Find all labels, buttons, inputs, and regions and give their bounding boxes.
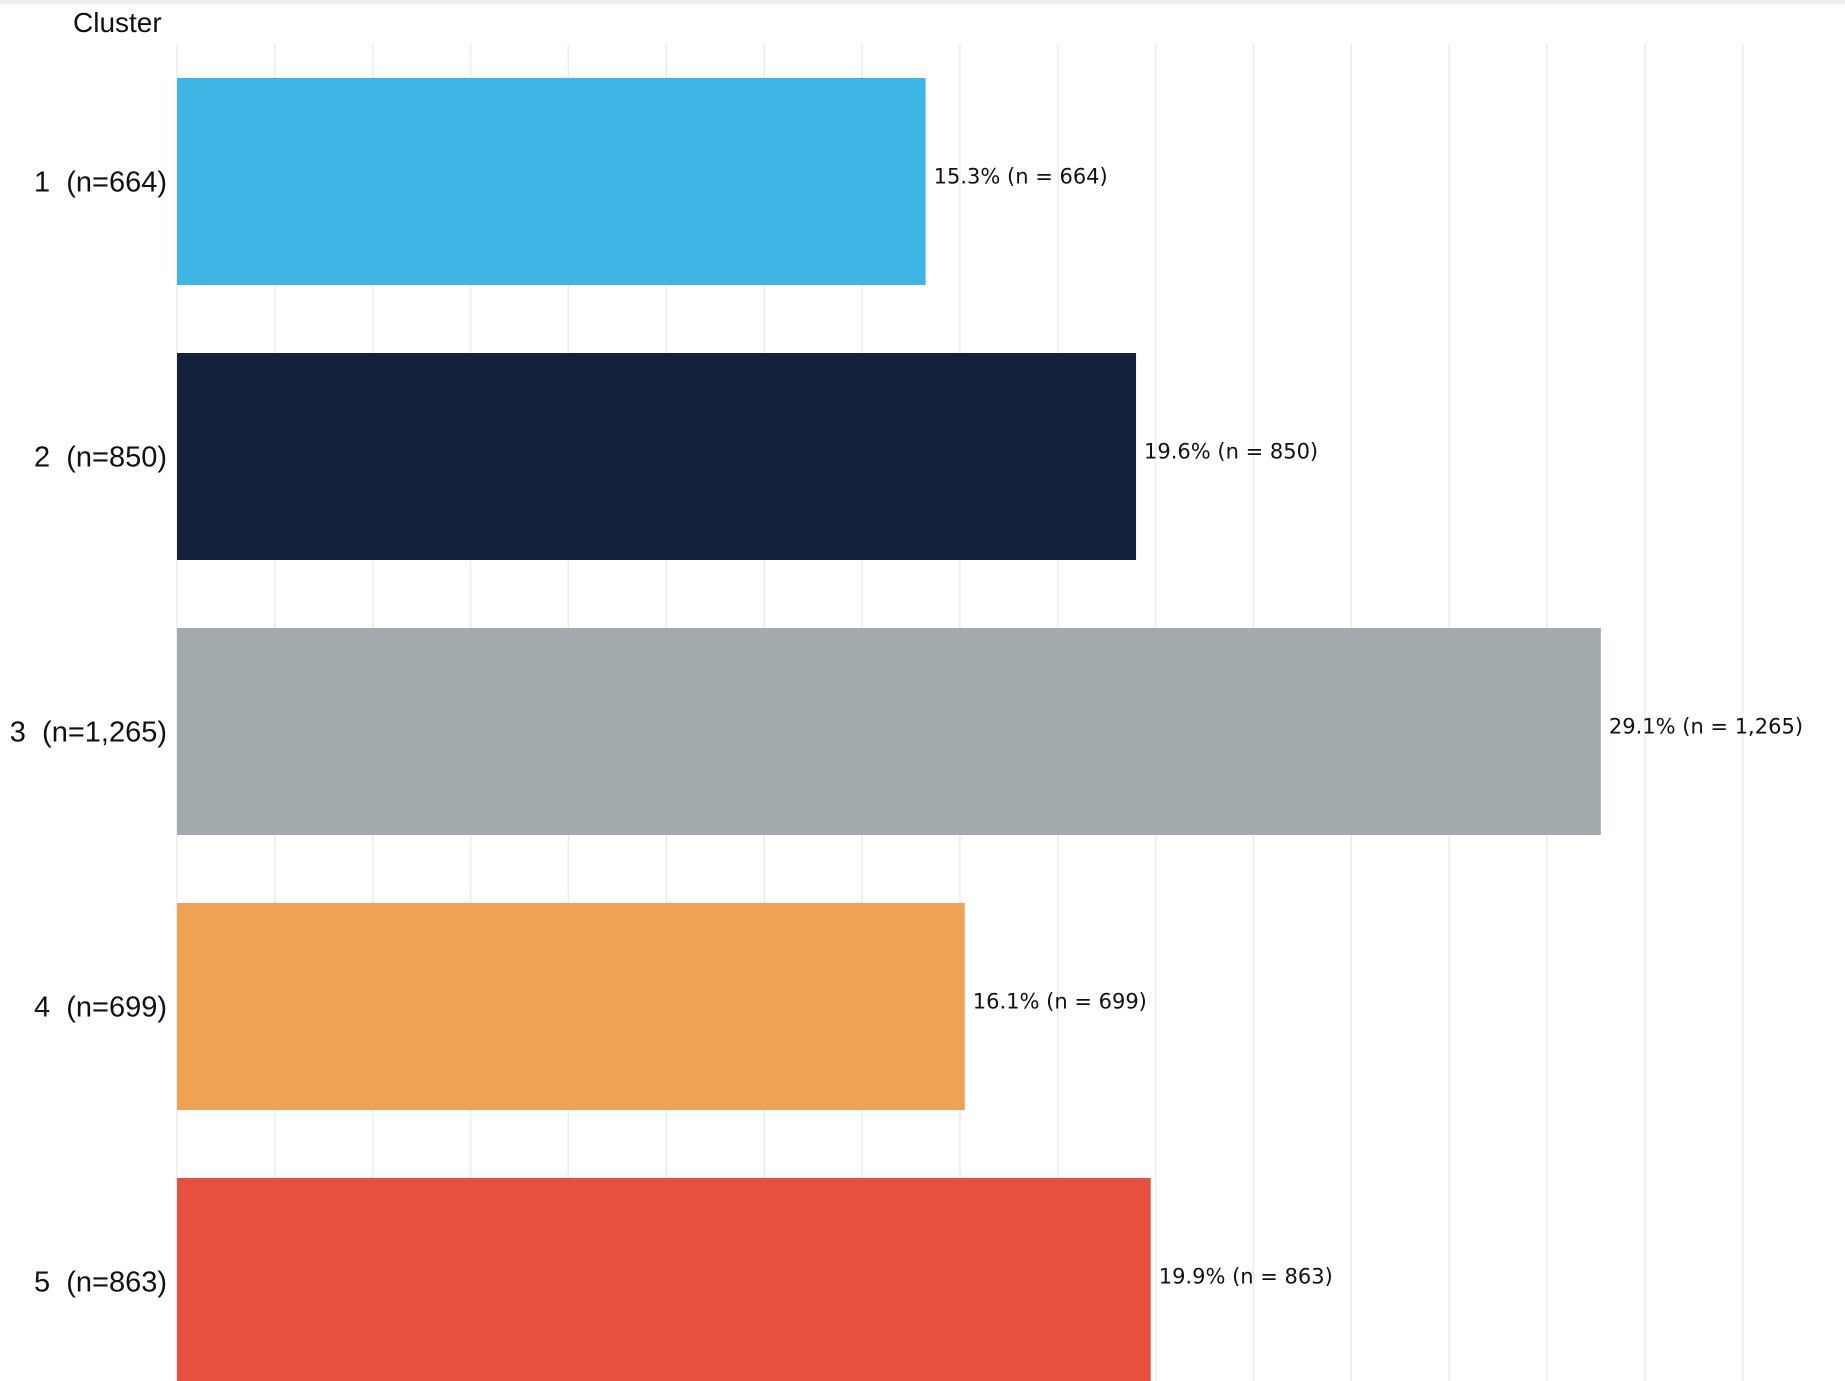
category-label-3: 3 (n=1,265) — [10, 717, 167, 749]
bar-cluster-2 — [177, 353, 1137, 560]
data-label-5: 19.9% (n = 863) — [1159, 1265, 1333, 1289]
axis-header: Cluster — [73, 7, 162, 38]
bar-cluster-4 — [177, 903, 965, 1110]
labels: 1 (n=664) 15.3% (n = 664) 2 (n=850) 19.6% (… — [10, 165, 1803, 1299]
bars — [177, 78, 1601, 1381]
data-label-1: 15.3% (n = 664) — [934, 165, 1108, 189]
category-label-2: 2 (n=850) — [34, 442, 167, 474]
bar-cluster-3 — [177, 628, 1601, 835]
bar-cluster-1 — [177, 78, 926, 285]
category-label-4: 4 (n=699) — [34, 992, 167, 1024]
data-label-4: 16.1% (n = 699) — [973, 990, 1147, 1014]
bar-cluster-5 — [177, 1178, 1151, 1381]
data-label-2: 19.6% (n = 850) — [1144, 440, 1318, 464]
category-label-5: 5 (n=863) — [34, 1267, 167, 1299]
category-label-1: 1 (n=664) — [34, 167, 167, 199]
top-border — [0, 0, 1845, 4]
data-label-3: 29.1% (n = 1,265) — [1609, 715, 1803, 739]
